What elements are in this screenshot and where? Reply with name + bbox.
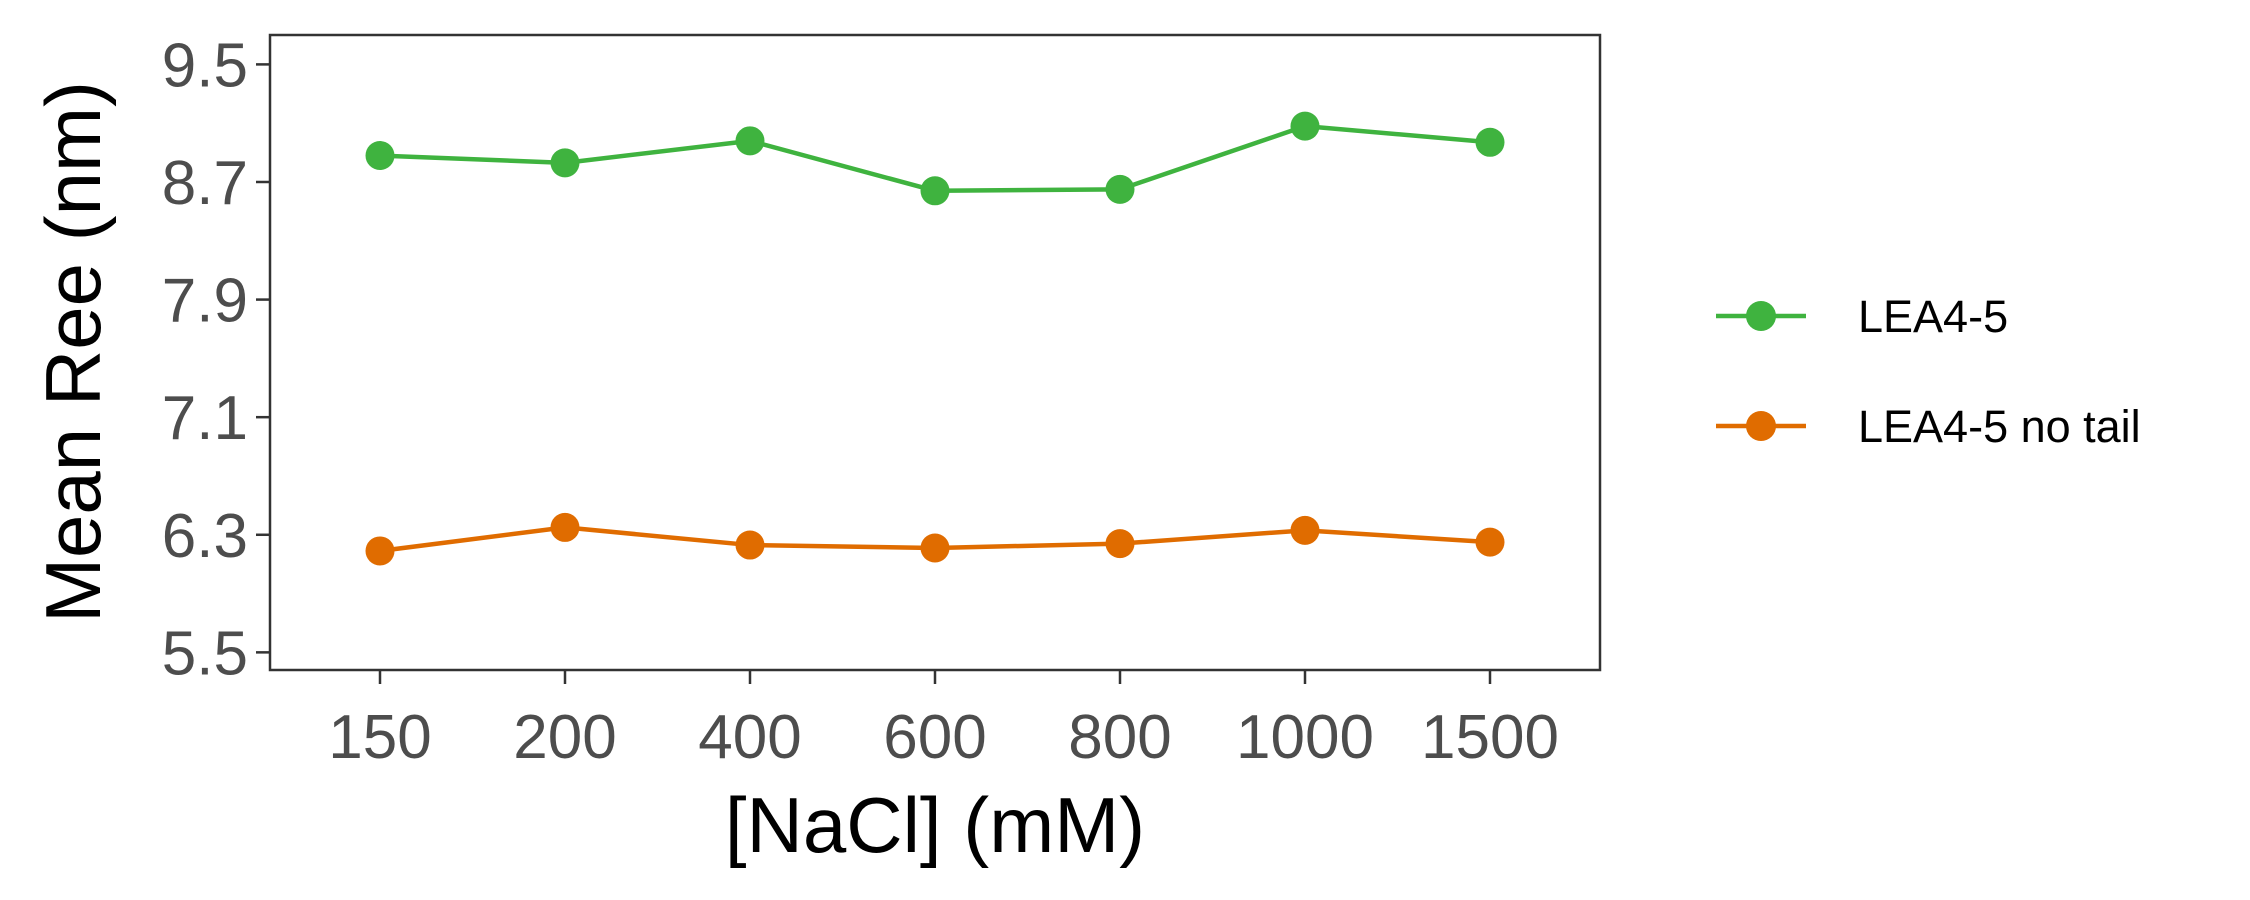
data-point [1105, 529, 1135, 559]
data-point [735, 126, 765, 156]
x-tick-label: 150 [328, 703, 431, 772]
data-point [1290, 111, 1320, 141]
y-tick-label: 5.5 [162, 619, 248, 688]
data-point [365, 141, 395, 171]
data-point [365, 536, 395, 566]
plot-panel-border [268, 33, 1602, 672]
data-point [1475, 527, 1505, 557]
y-tick-label: 7.9 [162, 267, 248, 336]
x-tick-label: 1500 [1421, 703, 1559, 772]
x-tick-label: 200 [513, 703, 616, 772]
x-tick-label: 600 [883, 703, 986, 772]
data-point [550, 512, 580, 542]
x-tick-label: 400 [698, 703, 801, 772]
legend-key-point [1746, 411, 1776, 441]
x-tick-label: 800 [1068, 703, 1171, 772]
plot-marks [365, 111, 1505, 566]
data-point [920, 533, 950, 563]
x-axis-title: [NaCl] (mM) [725, 781, 1145, 869]
legend-label: LEA4-5 no tail [1858, 401, 2141, 452]
legend-label: LEA4-5 [1858, 291, 2008, 342]
y-axis: 5.5 6.3 7.1 7.9 8.7 9.5 [162, 31, 270, 688]
x-axis: 150 200 400 600 800 1000 1500 [328, 670, 1559, 772]
legend-key-point [1746, 301, 1776, 331]
y-tick-label: 6.3 [162, 502, 248, 571]
data-point [1105, 174, 1135, 204]
y-tick-label: 8.7 [162, 149, 248, 218]
data-point [1290, 515, 1320, 545]
legend: LEA4-5 LEA4-5 no tail [1716, 291, 2141, 452]
data-point [735, 530, 765, 560]
data-point [1475, 127, 1505, 157]
data-point [920, 176, 950, 206]
x-tick-label: 1000 [1236, 703, 1374, 772]
y-axis-title: Mean Ree (nm) [29, 81, 117, 623]
data-point [550, 148, 580, 178]
y-tick-label: 9.5 [162, 31, 248, 100]
y-tick-label: 7.1 [162, 384, 248, 453]
